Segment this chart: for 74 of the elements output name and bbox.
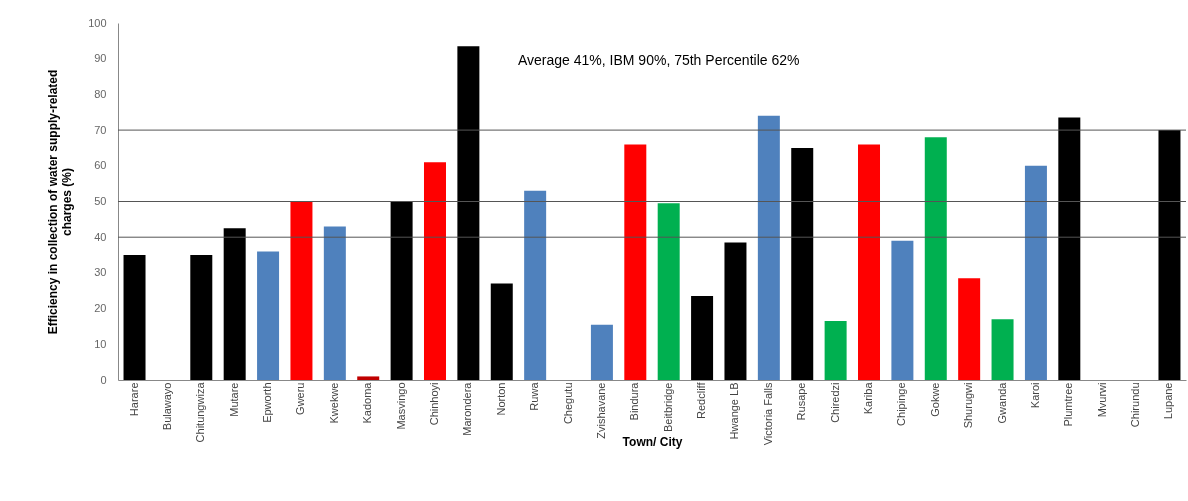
x-tick-label: Marondera [461,381,474,436]
y-tick-label: 90 [94,52,107,65]
y-tick-label: 40 [94,230,107,243]
y-tick-label: 0 [100,373,107,386]
x-tick-label: Kariba [862,381,875,415]
bar [290,201,313,380]
x-tick-label: Mvurwi [1095,382,1108,418]
bar [958,278,981,380]
x-tick-label: Kadoma [361,381,374,424]
y-tick-label: 60 [94,159,107,172]
bar [123,255,146,380]
bar [757,115,780,380]
y-tick-label: 80 [94,87,107,100]
bar [1158,130,1181,380]
y-tick-label: 20 [94,302,107,315]
bar [490,283,513,380]
x-tick-label: Ruwa [528,381,541,411]
bar [858,144,881,380]
x-tick-label: Masvingo [394,382,407,430]
bar [624,144,647,380]
x-tick-label: Bulawayo [160,382,173,431]
y-tick-label: 50 [94,195,107,207]
bar [223,228,246,380]
bar [357,376,380,380]
x-tick-label: Gwanda [995,381,1008,424]
bar [190,255,213,380]
x-tick-label: Hwange LB [728,382,741,440]
bar [524,190,547,380]
bar [1024,165,1047,380]
bar [791,147,814,380]
bar [824,321,847,380]
x-tick-label: Rusape [795,382,808,421]
bar [590,324,613,380]
bar [457,46,480,380]
x-axis-title: Town/ City [622,435,683,450]
x-tick-label: Chipinge [895,382,908,426]
x-tick-label: Epworth [261,382,274,423]
bar [924,137,947,380]
x-tick-label: Chegutu [561,382,574,425]
y-tick-label: 30 [94,266,107,279]
x-tick-label: Lupane [1162,382,1175,420]
x-tick-label: Bindura [628,381,641,421]
x-tick-label: Karoi [1028,382,1041,409]
bar [1058,117,1081,380]
bar [423,162,446,380]
annotation: Average 41%, IBM 90%, 75th Percentile 62% [518,52,800,68]
x-tick-label: Victoria Falls [761,382,774,446]
bar [891,240,914,380]
bar [257,251,280,380]
x-tick-label: Chitungwiza [194,381,207,443]
x-tick-label: Plumtree [1062,382,1075,427]
x-tick-label: Gokwe [928,382,941,417]
x-tick-label: Beitbridge [661,382,674,433]
y-tick-label: 100 [88,16,107,29]
y-axis-title: Efficiency in collection of water supply-related charges (%) [46,69,75,335]
y-tick-label: 70 [94,123,107,136]
x-tick-label: Harare [127,382,140,417]
x-tick-label: Chirundu [1129,382,1142,428]
x-tick-label: Zvishavane [594,382,607,439]
bar [657,203,680,380]
x-tick-label: Gweru [294,382,307,415]
bar [724,242,747,380]
bar [991,319,1014,380]
x-tick-label: Redcliff [695,381,708,419]
x-tick-label: Shurugwi [962,382,975,429]
bar [323,226,346,380]
x-tick-label: Mutare [227,382,240,417]
bar [691,296,714,380]
x-tick-label: Chinhoyi [427,382,440,426]
y-tick-label: 10 [94,337,107,350]
x-tick-label: Kwekwe [327,382,340,424]
bar [390,201,413,380]
x-tick-label: Chiredzi [828,382,841,423]
x-tick-label: Norton [494,382,507,416]
